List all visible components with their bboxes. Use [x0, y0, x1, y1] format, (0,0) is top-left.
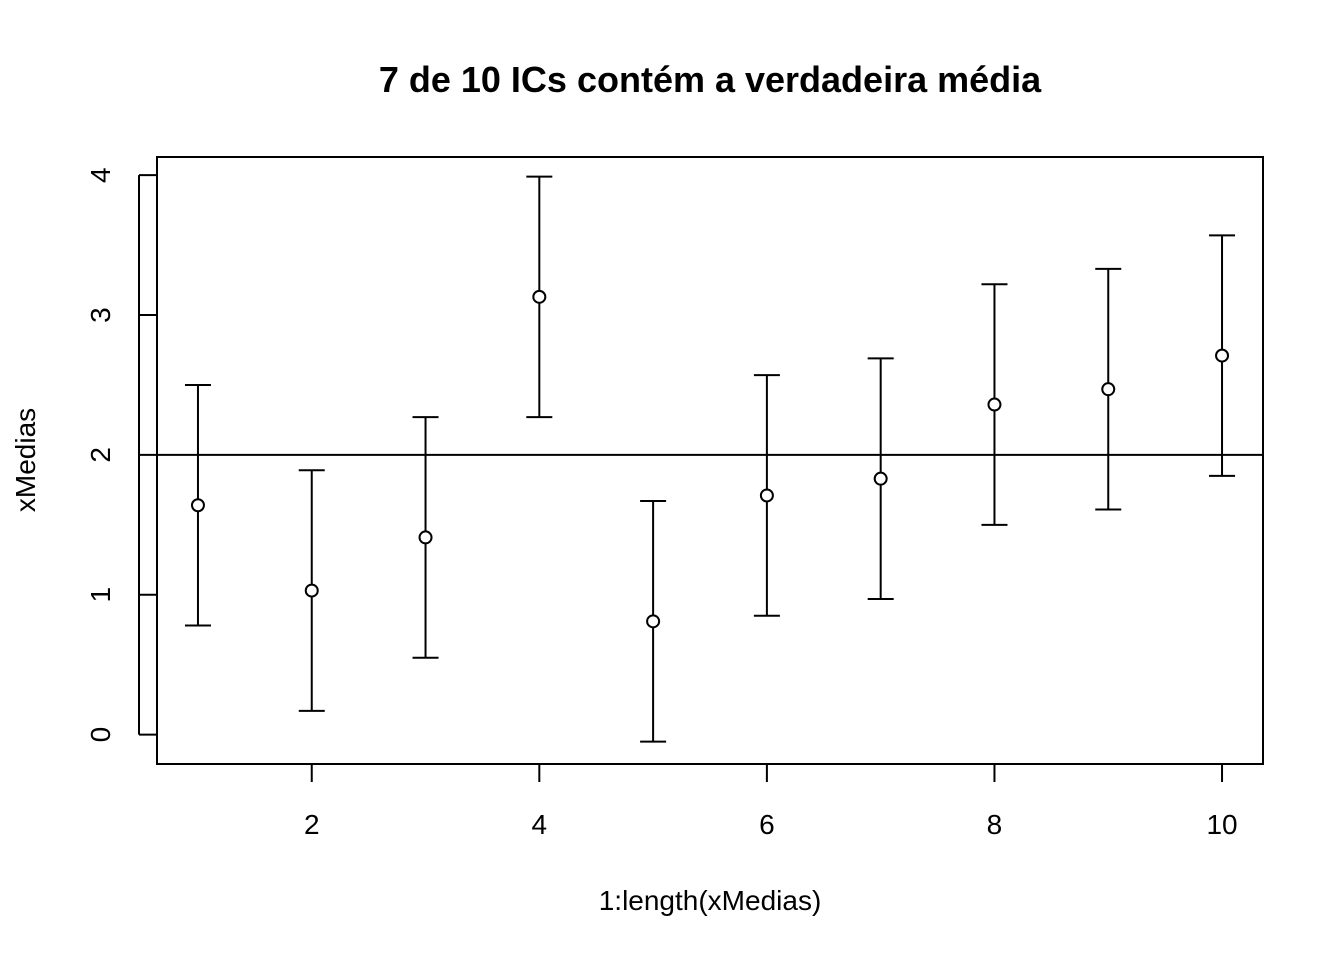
y-tick-label: 2	[85, 447, 116, 463]
mean-point	[646, 614, 661, 629]
mean-point	[987, 397, 1002, 412]
mean-point	[759, 488, 774, 503]
mean-point	[418, 530, 433, 545]
x-tick-label: 4	[532, 809, 548, 840]
x-tick-label: 6	[759, 809, 775, 840]
mean-point	[1215, 348, 1230, 363]
x-axis: 2 4 6 8 10	[304, 763, 1238, 840]
y-tick-label: 0	[85, 727, 116, 743]
chart-title: 7 de 10 ICs contém a verdadeira média	[379, 59, 1042, 100]
mean-point	[873, 471, 888, 486]
mean-points	[190, 289, 1230, 629]
mean-point	[1101, 382, 1116, 397]
x-tick-label: 8	[987, 809, 1003, 840]
x-axis-label: 1:length(xMedias)	[599, 885, 822, 916]
y-tick-label: 1	[85, 587, 116, 603]
error-bars	[184, 175, 1236, 743]
y-axis: 0 1 2 3 4	[85, 167, 157, 742]
y-tick-label: 3	[85, 307, 116, 323]
mean-point	[304, 583, 319, 598]
x-tick-label: 2	[304, 809, 320, 840]
x-tick-label: 10	[1206, 809, 1237, 840]
mean-point	[532, 289, 547, 304]
mean-point	[190, 498, 205, 513]
y-axis-label: xMedias	[10, 408, 41, 512]
y-tick-label: 4	[85, 167, 116, 183]
plot-frame	[156, 156, 1264, 765]
